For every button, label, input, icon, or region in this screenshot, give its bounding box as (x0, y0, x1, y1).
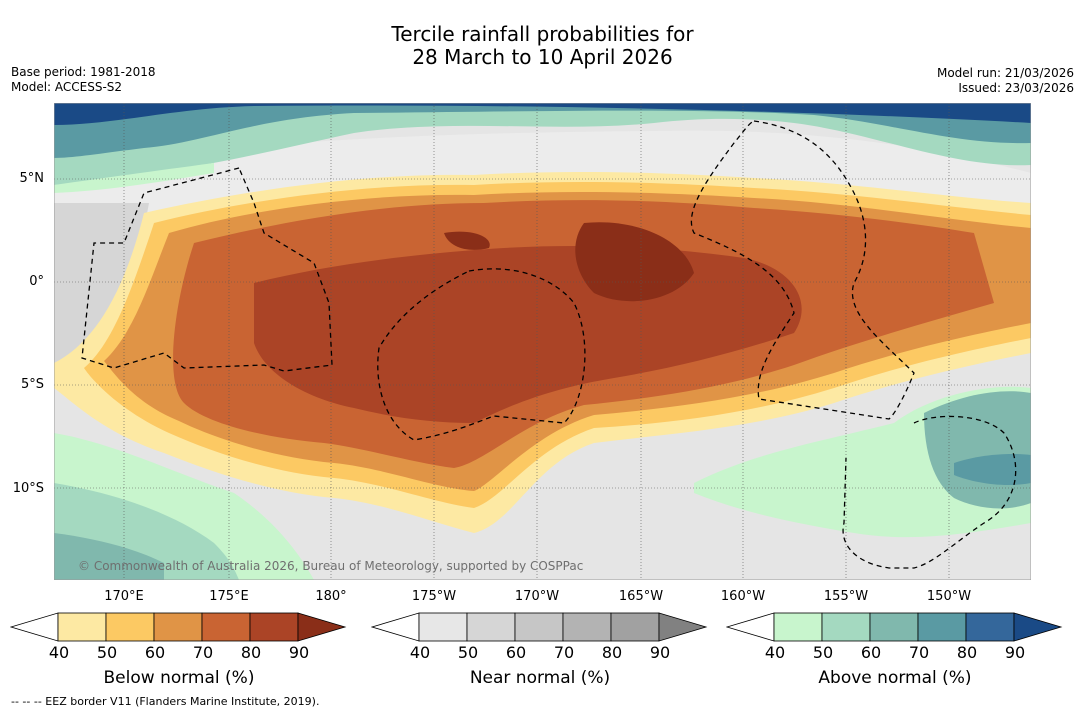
model-run: Model run: 21/03/2026 (936, 66, 1074, 80)
tick: 60 (144, 643, 166, 662)
base-period: Base period: 1981-2018 (11, 65, 156, 79)
map-title-line1: Tercile rainfall probabilities for (391, 22, 694, 46)
model-name: Model: ACCESS-S2 (11, 80, 123, 94)
colorbar-swatch (610, 612, 660, 642)
tick: 40 (764, 643, 786, 662)
colorbar-swatch (917, 612, 967, 642)
tick: 50 (457, 643, 479, 662)
colorbar-swatch (57, 612, 107, 642)
lon-label-160w: 160°W (720, 589, 766, 604)
lat-label-10s: 10°S (12, 481, 44, 496)
tick: 80 (601, 643, 623, 662)
lon-label-175w: 175°W (411, 589, 457, 604)
map-title-line2: 28 March to 10 April 2026 (412, 45, 673, 69)
meta-right: Model run: 21/03/2026 Issued: 23/03/2026 (937, 66, 1074, 96)
lon-label-175e: 175°E (209, 589, 249, 604)
tick: 40 (48, 643, 70, 662)
lon-label-170w: 170°W (514, 589, 560, 604)
meta-left: Base period: 1981-2018 Model: ACCESS-S2 (11, 65, 156, 95)
colorbar-title-above: Above normal (%) (818, 668, 972, 688)
colorbar-title-near: Near normal (%) (469, 668, 611, 688)
colorbar-near-normal (371, 612, 708, 642)
lon-label-170e: 170°E (104, 589, 144, 604)
tick: 60 (505, 643, 527, 662)
lon-label-180: 180° (315, 589, 347, 604)
below-normal-region-90 (575, 222, 694, 302)
colorbar-extend-high (1013, 612, 1063, 642)
tick: 70 (553, 643, 575, 662)
lat-label-5s: 5°S (20, 377, 44, 392)
issued-date: Issued: 23/03/2026 (958, 81, 1074, 95)
lon-label-155w: 155°W (823, 589, 869, 604)
eez-border-southeast (842, 415, 1017, 569)
colorbar-swatch (514, 612, 564, 642)
tick: 90 (649, 643, 671, 662)
below-normal-patch-90 (444, 231, 490, 250)
above-normal-region-southwest-core (54, 533, 164, 580)
above-normal-region-north-inner (54, 103, 1031, 158)
tick: 60 (860, 643, 882, 662)
colorbar-swatch (201, 612, 251, 642)
colorbar-extend-low (726, 612, 775, 642)
graticule (54, 103, 1031, 580)
lat-label-5n: 5°N (19, 171, 45, 186)
colorbar-swatch (249, 612, 299, 642)
tick: 40 (409, 643, 431, 662)
colorbar-above-normal (726, 612, 1063, 642)
colorbar-title-below: Below normal (%) (103, 668, 255, 688)
tick: 80 (956, 643, 978, 662)
eez-borders (81, 120, 1017, 569)
rainfall-probability-map (54, 103, 1031, 580)
colorbar-extend-high (658, 612, 708, 642)
colorbar-extend-high (297, 612, 347, 642)
lon-label-165w: 165°W (618, 589, 664, 604)
tick: 70 (908, 643, 930, 662)
colorbar-extend-low (10, 612, 59, 642)
lat-label-equator: 0° (29, 274, 44, 289)
above-normal-region-southeast-core (954, 453, 1031, 486)
colorbar-extend-low (371, 612, 420, 642)
copyright-notice: © Commonwealth of Australia 2026, Bureau… (78, 559, 584, 573)
above-normal-region-north-core (54, 103, 1031, 125)
colorbar-swatch (773, 612, 823, 642)
colorbar-swatch (562, 612, 612, 642)
colorbar-swatch (105, 612, 155, 642)
colorbar-swatch (821, 612, 871, 642)
above-normal-region-north (54, 103, 1031, 185)
tick: 50 (96, 643, 118, 662)
colorbar-below-normal (10, 612, 347, 642)
colorbar-swatch (466, 612, 516, 642)
colorbar-swatch (418, 612, 468, 642)
colorbar-swatch (153, 612, 203, 642)
tick: 70 (192, 643, 214, 662)
colorbar-swatch (965, 612, 1015, 642)
eez-legend-note: -- -- -- EEZ border V11 (Flanders Marine… (11, 695, 320, 708)
lon-label-150w: 150°W (926, 589, 972, 604)
eez-border-central (377, 268, 586, 441)
colorbar-swatch (869, 612, 919, 642)
tick: 50 (812, 643, 834, 662)
tick: 80 (240, 643, 262, 662)
tick: 90 (1004, 643, 1026, 662)
above-normal-fringe-north (54, 163, 214, 193)
tick: 90 (288, 643, 310, 662)
eez-border-east (690, 120, 915, 420)
